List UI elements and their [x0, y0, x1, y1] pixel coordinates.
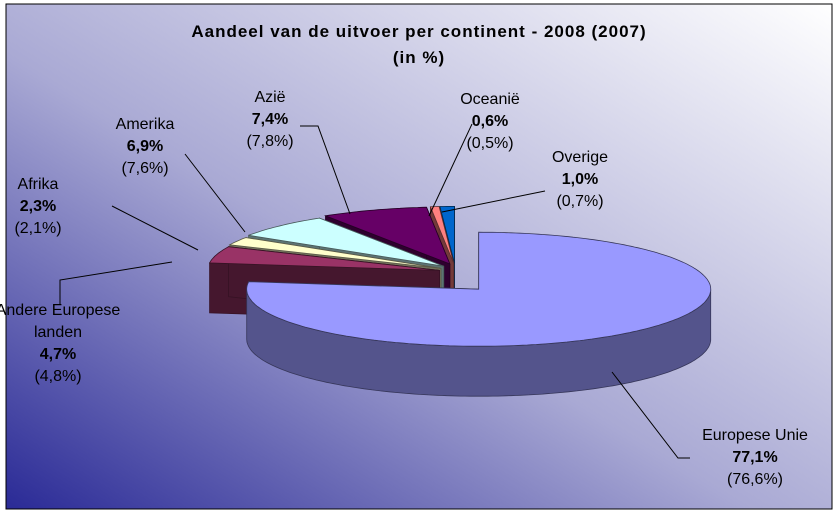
slice	[208, 246, 440, 271]
chart-subtitle: (in %)	[392, 48, 446, 67]
previous-value-label: (7,6%)	[121, 160, 169, 177]
leader-line	[111, 205, 199, 251]
leader-line	[59, 261, 173, 305]
slice	[323, 206, 451, 265]
category-label: Europese Unie	[702, 427, 808, 444]
value-label: 6,9%	[126, 138, 164, 155]
leader-line	[184, 153, 246, 233]
category-label: Overige	[551, 149, 609, 166]
category-label: Andere Europese landen	[0, 302, 121, 341]
leaders	[59, 123, 690, 459]
category-label: Oceanië	[460, 91, 520, 108]
value-label: 4,7%	[39, 346, 77, 363]
leader-line	[300, 125, 351, 215]
leader-line	[441, 190, 546, 213]
data-label: Oceanië 0,6% (0,5%)	[415, 89, 565, 155]
previous-value-label: (76,6%)	[726, 471, 784, 488]
category-label: Azië	[254, 89, 286, 106]
value-label: 2,3%	[19, 198, 57, 215]
data-label: Overige 1,0% (0,7%)	[505, 147, 655, 213]
leader-line	[428, 123, 473, 217]
category-label: Amerika	[115, 116, 175, 133]
value-label: 1,0%	[561, 171, 599, 188]
previous-value-label: (4,8%)	[34, 368, 82, 385]
previous-value-label: (0,7%)	[556, 193, 604, 210]
slice	[246, 231, 712, 347]
value-label: 7,4%	[251, 111, 289, 128]
data-label: Andere Europese landen 4,7% (4,8%)	[0, 300, 123, 388]
slice	[429, 206, 455, 264]
value-label: 0,6%	[471, 113, 509, 130]
leader-line	[611, 371, 690, 459]
value-label: 77,1%	[732, 449, 778, 466]
slice	[439, 206, 455, 264]
previous-value-label: (7,8%)	[246, 133, 294, 150]
category-label: Afrika	[17, 176, 59, 193]
previous-value-label: (0,5%)	[466, 135, 514, 152]
data-label: Amerika 6,9% (7,6%)	[70, 114, 220, 180]
slice	[248, 217, 444, 267]
chart-title: Aandeel van de uitvoer per continent - 2…	[191, 22, 647, 41]
slice	[228, 237, 442, 269]
data-label: Europese Unie 77,1% (76,6%)	[680, 425, 830, 491]
data-label: Azië 7,4% (7,8%)	[195, 87, 345, 153]
pie	[208, 206, 712, 397]
previous-value-label: (2,1%)	[14, 220, 62, 237]
data-label: Afrika 2,3% (2,1%)	[0, 174, 113, 240]
